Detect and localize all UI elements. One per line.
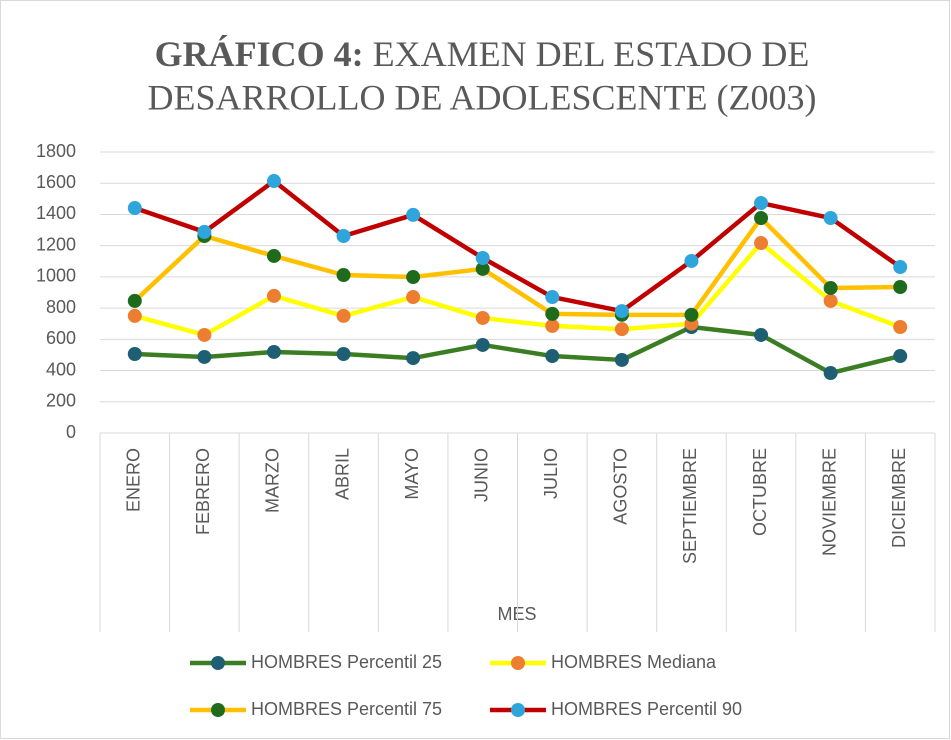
data-point <box>684 253 699 268</box>
data-point <box>127 293 142 308</box>
y-tick-label: 400 <box>46 359 76 379</box>
data-point <box>406 290 421 305</box>
data-point <box>754 211 769 226</box>
data-point <box>823 280 838 295</box>
legend-marker <box>511 703 525 717</box>
data-point <box>197 327 212 342</box>
data-point <box>266 248 281 263</box>
data-point <box>614 352 629 367</box>
data-point <box>684 307 699 322</box>
data-point <box>127 308 142 323</box>
y-tick-label: 0 <box>66 422 76 442</box>
data-point <box>754 196 769 211</box>
data-point <box>823 211 838 226</box>
series-line <box>133 215 901 318</box>
data-point <box>197 224 212 239</box>
data-point <box>336 268 351 283</box>
y-tick-label: 1000 <box>36 266 76 286</box>
data-point <box>406 207 421 222</box>
title-line-1: EXAMEN DEL ESTADO DE <box>373 34 810 74</box>
data-point <box>614 304 629 319</box>
x-tick-label: OCTUBRE <box>750 448 770 536</box>
x-tick-label: ABRIL <box>332 448 352 500</box>
data-point <box>545 306 560 321</box>
x-tick-label: SEPTIEMBRE <box>680 448 700 564</box>
y-tick-label: 200 <box>46 391 76 411</box>
data-point <box>336 228 351 243</box>
data-point <box>406 351 421 366</box>
data-point <box>614 322 629 337</box>
data-point <box>266 288 281 303</box>
data-point <box>475 310 490 325</box>
data-point <box>545 290 560 305</box>
data-point <box>266 174 281 189</box>
data-point <box>475 261 490 276</box>
title-bold: GRÁFICO 4: <box>155 34 364 74</box>
legend-label: HOMBRES Mediana <box>551 652 717 672</box>
legend-label: HOMBRES Percentil 75 <box>251 699 442 719</box>
y-tick-label: 600 <box>46 328 76 348</box>
x-tick-label: MARZO <box>263 448 283 513</box>
data-point <box>406 270 421 285</box>
x-tick-label: NOVIEMBRE <box>819 448 839 556</box>
data-point <box>893 260 908 275</box>
x-tick-label: MAYO <box>402 448 422 500</box>
y-tick-label: 1400 <box>36 203 76 223</box>
y-tick-label: 1800 <box>36 141 76 161</box>
data-point <box>823 366 838 381</box>
legend-marker <box>211 656 225 670</box>
data-point <box>823 293 838 308</box>
data-point <box>893 280 908 295</box>
data-point <box>475 337 490 352</box>
series-line <box>134 324 901 376</box>
data-point <box>545 318 560 333</box>
y-tick-label: 1600 <box>36 172 76 192</box>
data-point <box>336 347 351 362</box>
legend-label: HOMBRES Percentil 25 <box>251 652 442 672</box>
data-point <box>754 236 769 251</box>
data-point <box>336 308 351 323</box>
legend-marker <box>211 703 225 717</box>
x-tick-label: AGOSTO <box>611 448 631 525</box>
data-point <box>545 349 560 364</box>
y-tick-label: 1200 <box>36 234 76 254</box>
x-tick-label: DICIEMBRE <box>889 448 909 548</box>
legend-marker <box>511 656 525 670</box>
x-tick-label: JUNIO <box>471 448 491 502</box>
data-point <box>266 344 281 359</box>
x-tick-label: FEBRERO <box>193 448 213 535</box>
series-line <box>134 178 902 314</box>
y-tick-label: 800 <box>46 297 76 317</box>
x-tick-label: JULIO <box>541 448 561 499</box>
data-point <box>754 327 769 342</box>
chart-title-line-2: DESARROLLO DE ADOLESCENTE (Z003) <box>148 77 817 117</box>
data-point <box>127 347 142 362</box>
data-point <box>197 349 212 364</box>
data-point <box>893 349 908 364</box>
data-point <box>127 201 142 216</box>
data-point <box>475 250 490 265</box>
chart-title: GRÁFICO 4: EXAMEN DEL ESTADO DE <box>155 34 810 74</box>
data-point <box>893 320 908 335</box>
x-tick-label: ENERO <box>124 448 144 512</box>
legend-label: HOMBRES Percentil 90 <box>551 699 742 719</box>
series-line <box>134 240 901 338</box>
